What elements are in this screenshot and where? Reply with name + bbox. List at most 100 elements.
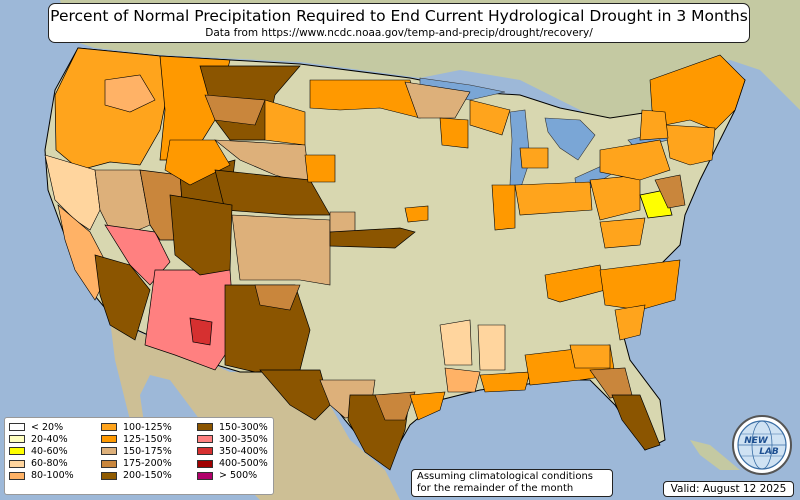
region-4corners <box>169 194 233 276</box>
legend-label: < 20% <box>31 421 64 433</box>
legend-item: 350-400% <box>197 445 268 457</box>
legend-label: > 500% <box>219 470 258 482</box>
legend-swatch <box>101 459 117 468</box>
title-box: Percent of Normal Precipitation Required… <box>48 3 750 43</box>
legend-swatch <box>101 423 117 432</box>
legend-item: > 500% <box>197 470 268 482</box>
map-subtitle: Data from https://www.ncdc.noaa.gov/temp… <box>205 27 593 39</box>
note-line-2: for the remainder of the month <box>417 483 574 494</box>
region-nm-central <box>254 284 301 311</box>
assumption-note: Assuming climatological conditions for t… <box>411 469 613 497</box>
region-minnesota-north <box>404 81 471 119</box>
legend-column-2: 100-125% 125-150% 150-175% 175-200% 200-… <box>101 421 172 482</box>
region-socal <box>94 254 151 341</box>
region-cal-central <box>57 204 111 301</box>
legend-swatch <box>9 447 25 456</box>
legend-swatch <box>101 447 117 456</box>
legend-label: 200-150% <box>123 470 172 482</box>
region-houston <box>409 391 446 421</box>
legend-item: 400-500% <box>197 458 268 470</box>
legend-swatch <box>9 423 25 432</box>
legend-swatch <box>101 471 117 480</box>
region-missouri-west <box>404 205 429 223</box>
legend-label: 60-80% <box>31 458 68 470</box>
legend-label: 350-400% <box>219 445 268 457</box>
legend-item: 200-150% <box>101 470 172 482</box>
legend-swatch <box>197 471 213 480</box>
legend-swatch <box>197 435 213 444</box>
legend-label: 150-175% <box>123 445 172 457</box>
globe-icon: NEW LAB <box>732 415 792 475</box>
region-upper-mich <box>469 99 511 136</box>
region-dakota <box>309 79 421 119</box>
legend-item: 60-80% <box>9 458 74 470</box>
legend-label: 80-100% <box>31 470 74 482</box>
region-illinois <box>491 184 516 231</box>
legend-label: 150-300% <box>219 421 268 433</box>
legend-label: 100-125% <box>123 421 172 433</box>
map-title: Percent of Normal Precipitation Required… <box>50 7 748 25</box>
legend-swatch <box>197 447 213 456</box>
legend-swatch <box>9 435 25 444</box>
region-kansas-west <box>329 211 356 233</box>
legend-item: 150-175% <box>101 445 172 457</box>
legend-column-1: < 20% 20-40% 40-60% 60-80% 80-100% <box>9 421 74 482</box>
region-new-york <box>639 109 669 141</box>
region-georgia <box>569 344 611 369</box>
logo-text-bottom: LAB <box>759 447 779 457</box>
valid-date: Valid: August 12 2025 <box>663 481 794 497</box>
legend-label: 20-40% <box>31 433 68 445</box>
legend-item: < 20% <box>9 421 74 433</box>
legend-item: 20-40% <box>9 433 74 445</box>
legend-swatch <box>9 459 25 468</box>
region-florida <box>611 394 661 451</box>
region-arizona-core <box>189 317 213 346</box>
region-montana-south <box>204 94 266 126</box>
region-virginia <box>599 217 646 249</box>
legend-item: 300-350% <box>197 433 268 445</box>
region-carolinas <box>599 259 681 311</box>
legend-item: 80-100% <box>9 470 74 482</box>
region-pennsylvania <box>599 139 671 181</box>
region-lower-mich <box>519 147 549 169</box>
legend-swatch <box>197 459 213 468</box>
region-mississippi <box>477 324 506 371</box>
region-tennessee <box>544 264 606 303</box>
note-line-1: Assuming climatological conditions <box>417 471 593 482</box>
legend-item: 175-200% <box>101 458 172 470</box>
legend-swatch <box>9 471 25 480</box>
mexico-land <box>110 320 400 500</box>
region-wisconsin <box>439 117 469 149</box>
lake-huron <box>544 117 596 161</box>
region-texas-coast <box>374 391 416 421</box>
legend-column-3: 150-300% 300-350% 350-400% 400-500% > 50… <box>197 421 268 482</box>
legend-label: 40-60% <box>31 445 68 457</box>
logo-text-top: NEW <box>744 436 769 446</box>
region-louisiana-north <box>439 319 473 366</box>
legend-label: 300-350% <box>219 433 268 445</box>
legend-label: 175-200% <box>123 458 172 470</box>
region-south-carolina <box>614 304 646 341</box>
region-kansas-south <box>329 227 416 249</box>
region-louisiana-south <box>444 367 481 393</box>
legend-item: 40-60% <box>9 445 74 457</box>
region-west-texas <box>259 369 331 421</box>
region-gulf-coast <box>479 371 531 393</box>
region-indiana-ohio <box>514 181 593 216</box>
legend-item: 150-300% <box>197 421 268 433</box>
legend-swatch <box>197 423 213 432</box>
region-nm-north <box>231 214 331 286</box>
region-delaware <box>654 174 686 209</box>
region-wyoming-west <box>164 139 231 186</box>
region-new-england-south <box>664 124 716 166</box>
legend-label: 400-500% <box>219 458 268 470</box>
legend-swatch <box>101 435 117 444</box>
legend: < 20% 20-40% 40-60% 60-80% 80-100% 100-1… <box>4 417 274 495</box>
legend-item: 100-125% <box>101 421 172 433</box>
legend-item: 125-150% <box>101 433 172 445</box>
region-wa-east <box>104 74 156 113</box>
region-nebraska-west <box>304 154 336 183</box>
caribbean-land <box>690 440 740 470</box>
